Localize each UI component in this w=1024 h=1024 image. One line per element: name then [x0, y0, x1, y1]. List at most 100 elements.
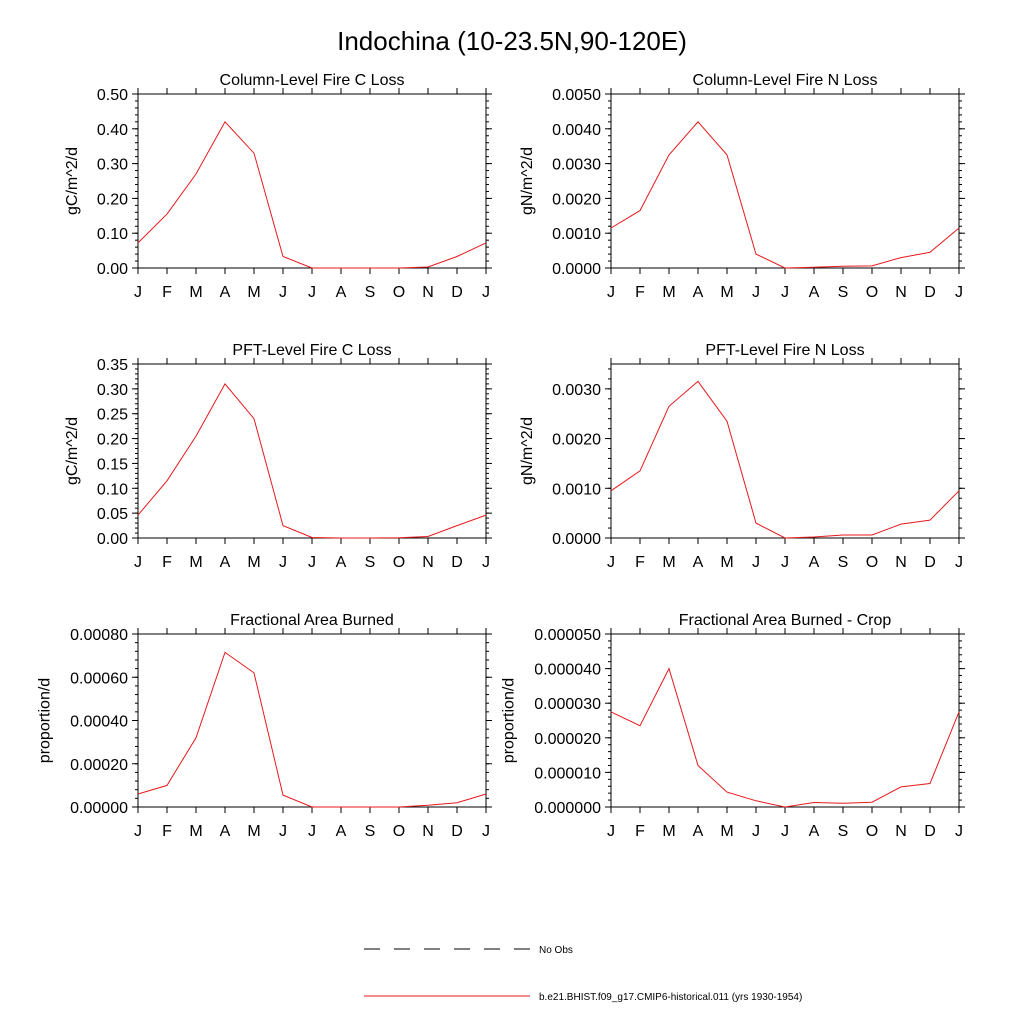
- x-tick-label: M: [247, 284, 260, 301]
- x-tick-label: J: [781, 823, 789, 840]
- x-tick-label: F: [162, 823, 172, 840]
- x-tick-label: M: [662, 284, 675, 301]
- x-tick-label: F: [162, 554, 172, 571]
- y-tick-label: 0.00: [97, 531, 128, 548]
- x-tick-label: J: [607, 554, 615, 571]
- x-tick-label: S: [365, 823, 376, 840]
- x-tick-label: J: [607, 823, 615, 840]
- y-tick-label: 0.20: [97, 191, 128, 208]
- y-tick-label: 0.00000: [70, 800, 128, 817]
- series-line: [610, 667, 960, 808]
- x-tick-label: N: [895, 284, 907, 301]
- page-title: Indochina (10-23.5N,90-120E): [337, 26, 687, 56]
- x-tick-label: D: [924, 284, 936, 301]
- x-tick-label: J: [482, 284, 490, 301]
- x-tick-label: D: [451, 823, 463, 840]
- y-tick-label: 0.0020: [552, 432, 601, 449]
- panel-title: Fractional Area Burned - Crop: [679, 612, 892, 629]
- series-line: [137, 120, 487, 269]
- x-tick-label: J: [279, 823, 287, 840]
- y-tick-label: 0.25: [97, 407, 128, 424]
- series-line: [137, 651, 487, 808]
- x-tick-label: F: [635, 284, 645, 301]
- x-tick-label: O: [393, 284, 405, 301]
- x-tick-label: D: [924, 823, 936, 840]
- x-tick-label: A: [809, 284, 820, 301]
- legend-label-model: b.e21.BHIST.f09_g17.CMIP6-historical.011…: [539, 992, 802, 1003]
- panel-title: PFT-Level Fire C Loss: [232, 342, 391, 359]
- x-tick-label: J: [752, 554, 760, 571]
- x-tick-label: A: [809, 823, 820, 840]
- plot-frame: [137, 633, 487, 808]
- plot-frame: [610, 633, 960, 808]
- series-line: [610, 121, 960, 269]
- y-axis-label: proportion/d: [500, 678, 517, 763]
- y-tick-label: 0.00040: [70, 714, 128, 731]
- plot-frame: [137, 363, 487, 539]
- x-tick-label: M: [189, 554, 202, 571]
- legend-label-no-obs: No Obs: [539, 945, 573, 956]
- x-tick-label: S: [365, 284, 376, 301]
- legend: No Obs b.e21.BHIST.f09_g17.CMIP6-histori…: [364, 945, 802, 1003]
- y-tick-label: 0.50: [97, 87, 128, 104]
- x-tick-label: A: [220, 554, 231, 571]
- y-tick-label: 0.0040: [552, 122, 601, 139]
- x-tick-label: J: [781, 284, 789, 301]
- x-tick-label: J: [482, 554, 490, 571]
- x-tick-label: S: [838, 284, 849, 301]
- x-tick-label: O: [393, 823, 405, 840]
- y-tick-label: 0.30: [97, 157, 128, 174]
- y-tick-label: 0.000020: [534, 731, 601, 748]
- x-tick-label: M: [720, 554, 733, 571]
- x-tick-label: O: [393, 554, 405, 571]
- plot-frame: [610, 363, 960, 539]
- x-tick-label: J: [781, 554, 789, 571]
- y-tick-label: 0.000030: [534, 696, 601, 713]
- x-tick-label: J: [955, 823, 963, 840]
- x-tick-label: F: [635, 823, 645, 840]
- x-tick-label: A: [336, 823, 347, 840]
- x-tick-label: D: [451, 554, 463, 571]
- x-tick-label: A: [220, 284, 231, 301]
- series-line: [137, 383, 487, 539]
- x-tick-label: M: [662, 823, 675, 840]
- x-tick-label: A: [693, 284, 704, 301]
- y-tick-label: 0.35: [97, 357, 128, 374]
- x-tick-label: D: [451, 284, 463, 301]
- y-tick-label: 0.10: [97, 226, 128, 243]
- y-tick-label: 0.0000: [552, 261, 601, 278]
- x-tick-label: J: [279, 554, 287, 571]
- plot-frame: [137, 93, 487, 269]
- x-tick-label: J: [279, 284, 287, 301]
- x-tick-label: A: [336, 284, 347, 301]
- x-tick-label: N: [422, 823, 434, 840]
- y-tick-label: 0.00080: [70, 627, 128, 644]
- x-tick-label: J: [955, 284, 963, 301]
- y-tick-label: 0.0020: [552, 191, 601, 208]
- x-tick-label: A: [693, 823, 704, 840]
- x-tick-label: M: [189, 284, 202, 301]
- x-tick-label: J: [134, 823, 142, 840]
- x-tick-label: M: [247, 554, 260, 571]
- x-tick-label: S: [838, 823, 849, 840]
- y-tick-label: 0.0030: [552, 157, 601, 174]
- x-tick-label: J: [134, 554, 142, 571]
- y-tick-label: 0.20: [97, 432, 128, 449]
- y-tick-label: 0.05: [97, 506, 128, 523]
- x-tick-label: J: [482, 823, 490, 840]
- y-tick-label: 0.0010: [552, 481, 601, 498]
- y-axis-label: proportion/d: [37, 678, 54, 763]
- x-tick-label: A: [336, 554, 347, 571]
- x-tick-label: J: [308, 554, 316, 571]
- x-tick-label: S: [365, 554, 376, 571]
- x-tick-label: M: [189, 823, 202, 840]
- panel-title: Fractional Area Burned: [230, 612, 394, 629]
- x-tick-label: J: [308, 284, 316, 301]
- y-axis-label: gN/m^2/d: [519, 417, 536, 485]
- y-tick-label: 0.40: [97, 122, 128, 139]
